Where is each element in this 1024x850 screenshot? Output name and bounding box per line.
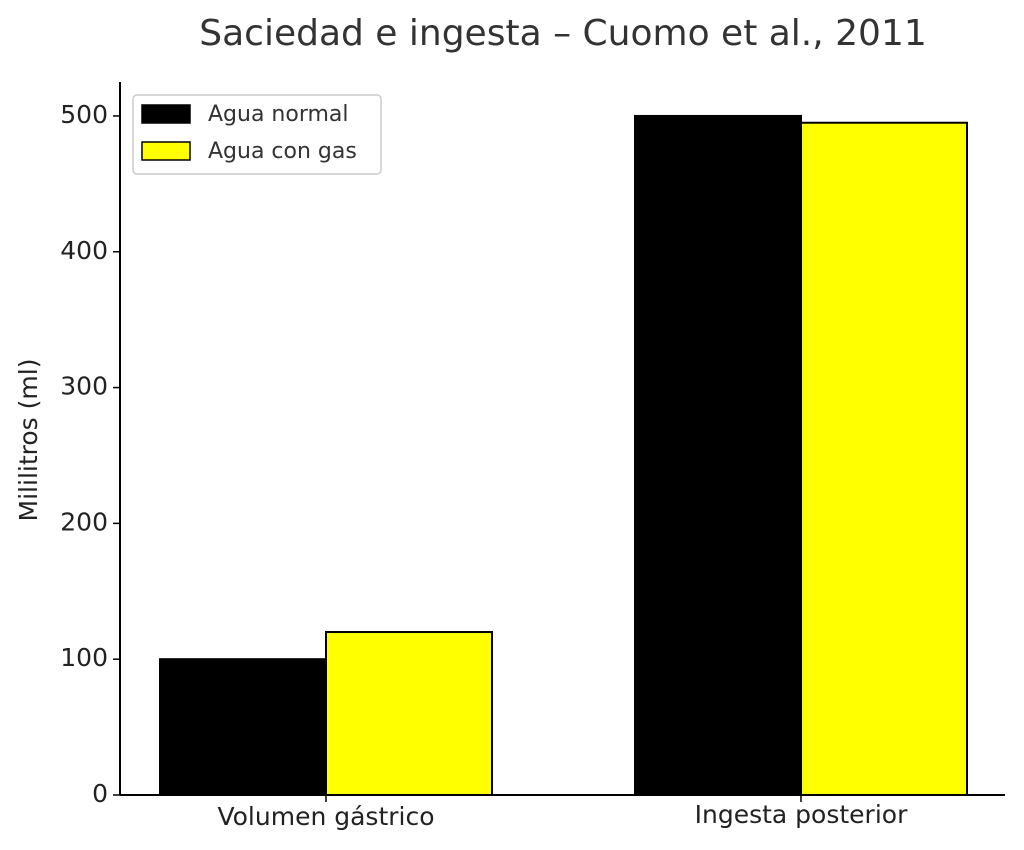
y-tick-label: 500 (60, 100, 108, 129)
y-tick-label: 400 (60, 236, 108, 265)
y-tick-label: 300 (60, 372, 108, 401)
chart-title: Saciedad e ingesta – Cuomo et al., 2011 (199, 13, 927, 54)
legend-box (132, 94, 382, 175)
y-tick-label: 200 (60, 507, 108, 536)
x-tick-label: Ingesta posterior (695, 800, 908, 829)
legend-label: Agua con gas (208, 139, 357, 164)
legend-label: Agua normal (208, 102, 349, 127)
bar (325, 631, 493, 796)
bar (634, 114, 802, 796)
y-axis-label: Mililitros (ml) (14, 359, 43, 522)
y-tick-label: 100 (60, 643, 108, 672)
y-tick-label: 0 (92, 779, 108, 808)
bar (159, 658, 327, 797)
x-tick-label: Volumen gástrico (217, 802, 434, 831)
bar (800, 121, 968, 796)
legend-swatch (141, 104, 191, 124)
legend-swatch (141, 141, 191, 161)
